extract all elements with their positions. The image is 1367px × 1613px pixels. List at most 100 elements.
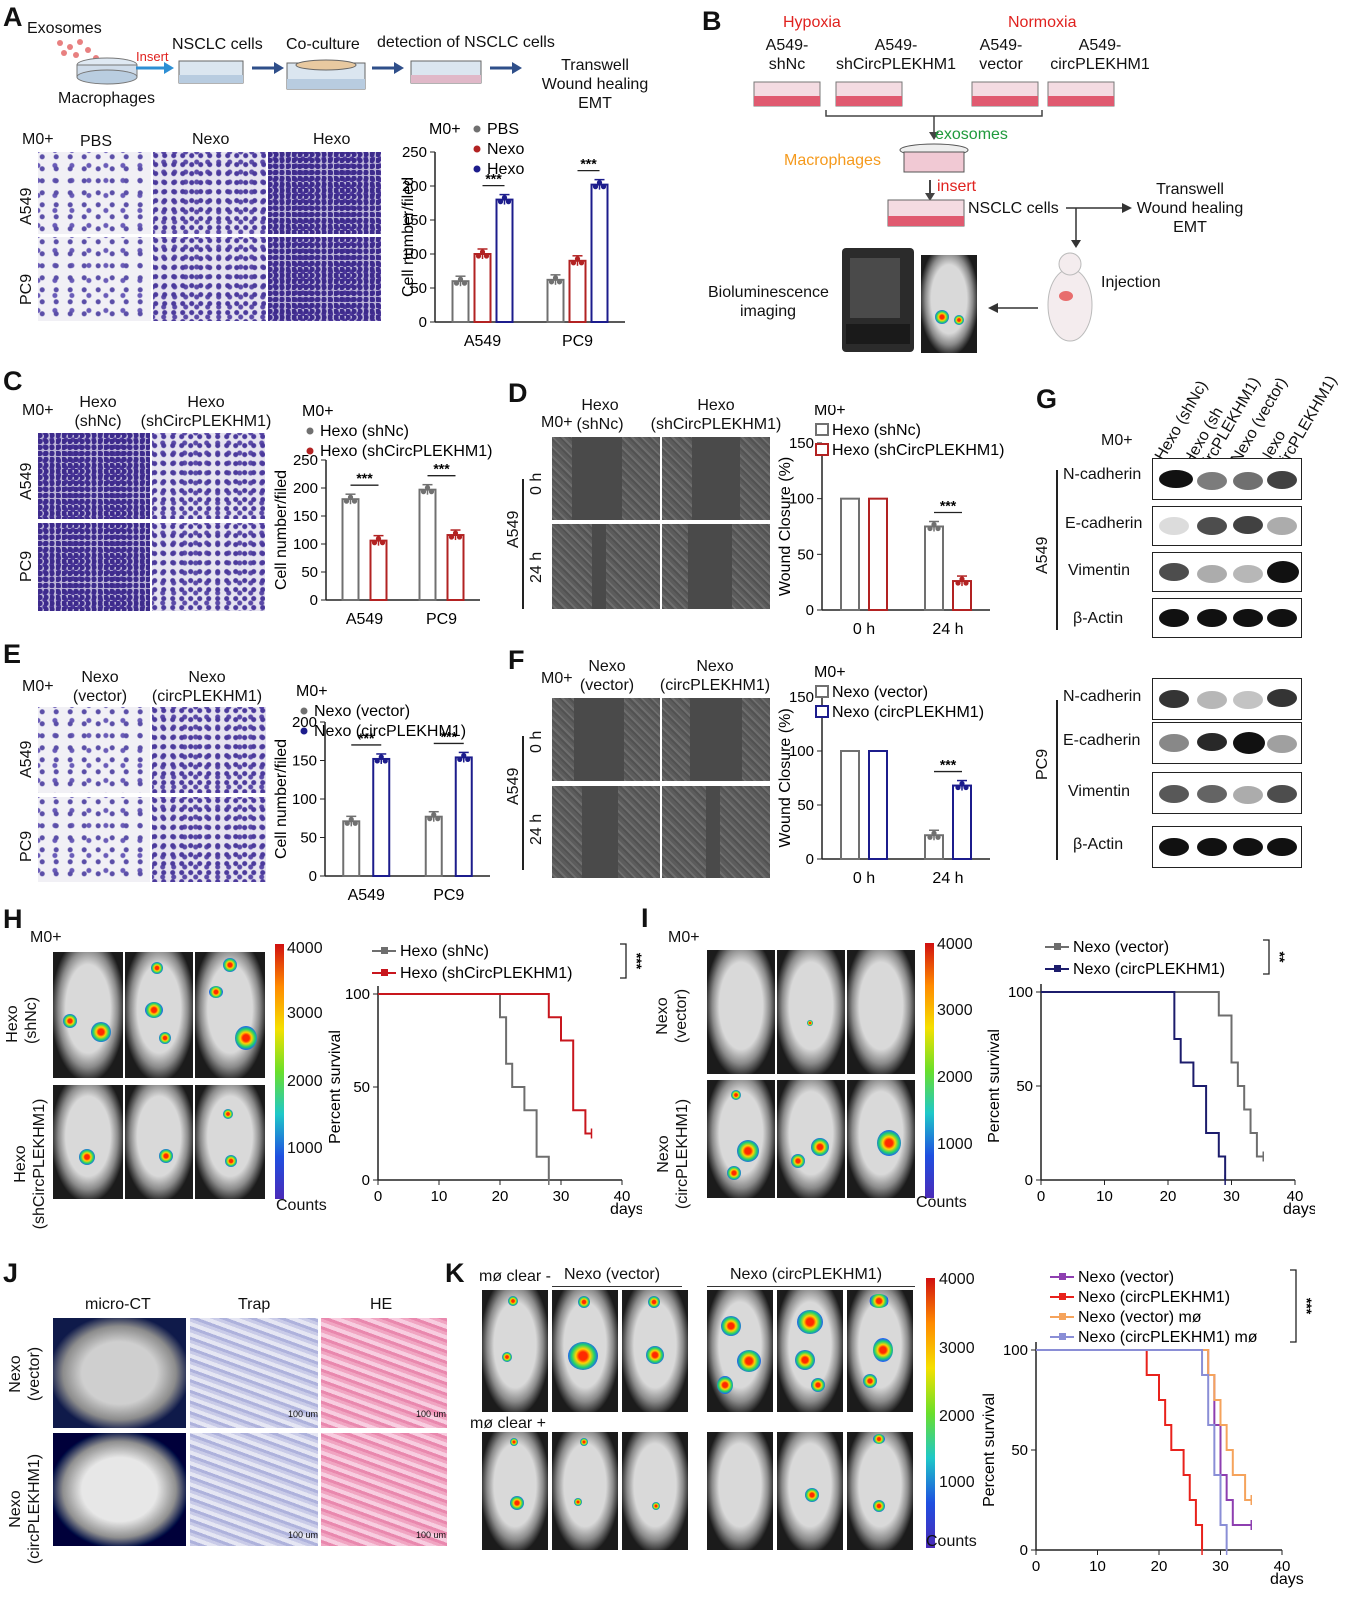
survival-line: [1036, 1349, 1228, 1550]
luminescence-spot: [795, 1350, 815, 1370]
legend-label: Nexo: [487, 141, 524, 158]
survival-line: [1036, 1349, 1204, 1550]
data-point: [596, 180, 603, 186]
mouse-injection-icon: [1047, 252, 1093, 342]
data-point: [592, 184, 599, 190]
band: [1267, 838, 1297, 856]
mouse-luminescence-image: [125, 952, 193, 1078]
f-time-0h: 0 h: [528, 730, 545, 753]
data-point: [483, 253, 490, 259]
data-point: [955, 580, 961, 586]
data-point: [465, 756, 471, 763]
x-tick-label: 20: [1160, 1188, 1177, 1205]
dish-label-line: shNc: [768, 56, 806, 73]
legend-title: M0+: [814, 664, 846, 681]
wound-image: [552, 786, 660, 878]
bar: [952, 784, 972, 860]
c-row-pc9: PC9: [18, 550, 35, 582]
c-m0-label: M0+: [22, 402, 54, 419]
macrophages-label: Macrophages: [58, 90, 155, 107]
macrophages-label: Macrophages: [784, 152, 881, 169]
d-time-24h: 24 h: [528, 551, 545, 583]
protein-label: E-cadherin: [1065, 515, 1143, 532]
luminescence-spot: [510, 1438, 518, 1446]
y-axis-label: Wound Closure (%): [777, 457, 794, 596]
j-col-microct: micro-CT: [85, 1296, 151, 1313]
legend-label: Nexo (vector): [832, 684, 928, 701]
x-tick-label: 0 h: [853, 621, 875, 638]
colorbar-tick: 4000: [939, 1271, 975, 1288]
band: [1159, 785, 1189, 803]
band: [1159, 838, 1189, 856]
scale-label: 100 um: [288, 1409, 319, 1419]
band: [1267, 735, 1297, 753]
legend-title: M0+: [302, 403, 334, 420]
col-line: (vector): [579, 677, 635, 694]
luminescence-spot: [578, 1296, 590, 1308]
data-point: [375, 536, 382, 542]
data-point: [501, 195, 508, 201]
data-point: [420, 489, 427, 495]
data-point: [963, 580, 969, 586]
mouse-luminescence-image: [777, 1290, 843, 1412]
legend-swatch: [815, 705, 829, 718]
luminescence-spot: [717, 1376, 733, 1394]
dish-label-circ: A549- circPLEKHM1: [1040, 36, 1160, 74]
divider: [522, 736, 524, 870]
g-m0-label: M0+: [1101, 432, 1133, 449]
legend-swatch: [473, 165, 481, 173]
dish-label-line: circPLEKHM1: [1050, 56, 1150, 73]
luminescence-spot: [223, 1109, 233, 1119]
legend-label: Hexo (shCircPLEKHM1): [320, 443, 492, 460]
chart-d-wound-closure: 0 50 100 150 Wound Closure (%) 0 h 24 h *** M0+ H…: [777, 405, 1004, 638]
transwell-image: [268, 237, 381, 321]
imaging-line: Bioluminescence: [708, 284, 829, 301]
transwell-image: [152, 797, 266, 882]
x-axis-label: days: [1283, 1201, 1315, 1218]
y-tick-label: 100: [345, 986, 370, 1003]
transwell-image: [152, 523, 265, 611]
colorbar-tick: 2000: [937, 1069, 973, 1086]
trap-stain-image: [190, 1433, 318, 1546]
survival-line: [378, 993, 592, 1135]
data-point: [448, 534, 455, 540]
row-line: Hexo: [4, 1005, 21, 1043]
a-col-pbs: PBS: [80, 133, 113, 150]
legend-swatch: [306, 447, 314, 455]
a-row-pc9: PC9: [18, 273, 35, 305]
band: [1197, 691, 1227, 709]
data-point: [927, 834, 933, 840]
protein-label: Vimentin: [1068, 562, 1130, 579]
bar: [451, 280, 470, 323]
mouse-luminescence-image: [777, 950, 845, 1074]
data-point: [955, 784, 961, 791]
data-point: [574, 256, 581, 262]
mouse-luminescence-image: [125, 1085, 193, 1199]
j-row-nexo-circ: Nexo (circPLEKHM1): [6, 1444, 44, 1574]
dish-label-line: A549-: [765, 37, 809, 54]
transwell-image: [38, 433, 150, 519]
legend-swatch: [306, 427, 314, 435]
survival-line: [1036, 1349, 1252, 1501]
significance-bracket: [1263, 939, 1270, 975]
data-point: [374, 758, 380, 764]
y-axis-label: Cell number/filed: [400, 177, 417, 297]
data-point: [352, 820, 358, 826]
bar: [868, 497, 888, 611]
legend-marker: [381, 969, 388, 976]
protein-label: E-cadherin: [1063, 732, 1141, 749]
divider: [522, 479, 524, 609]
y-axis-label: Cell number/filed: [273, 739, 290, 859]
legend-label: Hexo (shCircPLEKHM1): [832, 442, 1004, 459]
band: [1267, 785, 1297, 803]
band: [1159, 734, 1189, 752]
imaging-line: imaging: [739, 303, 797, 320]
band: [1159, 563, 1189, 581]
significance-bracket: [620, 943, 627, 979]
divider: [552, 1286, 682, 1287]
significance-label: ***: [358, 730, 375, 746]
band: [1267, 609, 1297, 627]
arrow-left-icon: [988, 303, 1038, 313]
